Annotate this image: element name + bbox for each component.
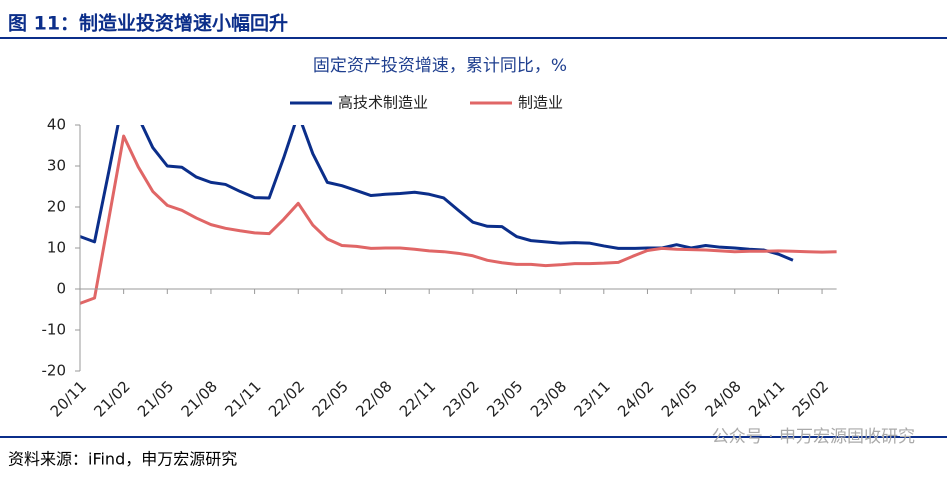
- y-tick-label: 30: [47, 157, 66, 175]
- legend-label: 制造业: [518, 94, 563, 112]
- x-tick-label: 22/11: [396, 377, 439, 420]
- plot-area: [79, 125, 837, 305]
- x-tick-label: 22/02: [265, 377, 308, 420]
- x-tick-label: 24/02: [614, 377, 657, 420]
- x-tick-label: 25/02: [789, 377, 832, 420]
- legend-label: 高技术制造业: [338, 94, 428, 112]
- x-tick-label: 22/05: [309, 377, 352, 420]
- x-tick-label: 21/02: [90, 377, 133, 420]
- x-tick-label: 20/11: [47, 377, 90, 420]
- x-tick-label: 21/08: [178, 377, 221, 420]
- y-tick-label: -20: [42, 362, 67, 380]
- y-tick-label: 10: [47, 239, 66, 257]
- x-tick-label: 21/11: [221, 377, 264, 420]
- x-tick-label: 23/05: [483, 377, 526, 420]
- x-tick-label: 24/08: [701, 377, 744, 420]
- series-line: [79, 134, 837, 305]
- source-note: 资料来源：iFind，申万宏源研究: [8, 450, 237, 469]
- x-tick-label: 24/11: [745, 377, 788, 420]
- footer-rule: [0, 436, 947, 438]
- x-tick-label: 23/11: [571, 377, 614, 420]
- x-tick-label: 23/08: [527, 377, 570, 420]
- y-tick-label: 0: [56, 280, 66, 298]
- y-tick-label: -10: [42, 321, 67, 339]
- x-tick-label: 21/05: [134, 377, 177, 420]
- x-tick-label: 24/05: [658, 377, 701, 420]
- chart-title: 固定资产投资增速，累计同比，%: [313, 56, 567, 76]
- figure-title: 图 11：制造业投资增速小幅回升: [8, 12, 288, 35]
- x-tick-label: 23/02: [440, 377, 483, 420]
- y-tick-label: 20: [47, 198, 66, 216]
- y-tick-label: 40: [47, 116, 66, 134]
- x-tick-label: 22/08: [352, 377, 395, 420]
- watermark: 公众号 · 申万宏源固收研究: [712, 427, 915, 447]
- header-rule: [0, 37, 947, 39]
- series-line: [79, 125, 794, 262]
